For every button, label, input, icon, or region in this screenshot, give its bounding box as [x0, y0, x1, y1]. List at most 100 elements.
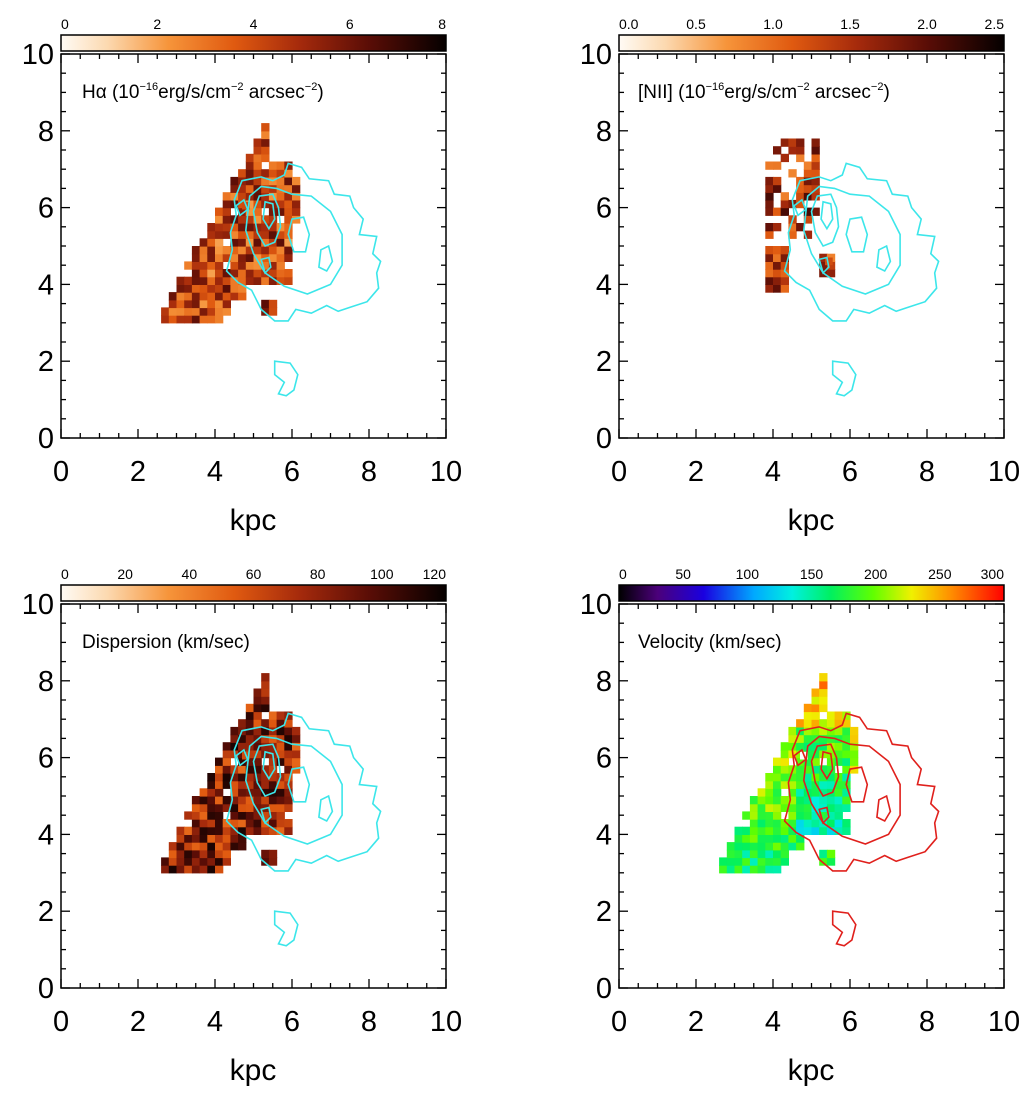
map-pixel: [268, 169, 278, 178]
colorbar-tick-label: 50: [675, 566, 691, 582]
map-pixel: [842, 726, 851, 736]
x-tick-label: 4: [765, 456, 781, 488]
map-pixel: [749, 857, 759, 866]
map-pixel: [268, 261, 278, 270]
x-tick-label: 4: [765, 1006, 781, 1038]
map-pixel: [230, 726, 239, 736]
y-tick-label: 6: [596, 193, 612, 225]
map-pixel: [796, 819, 805, 828]
map-pixel: [268, 780, 278, 789]
map-pixel: [773, 146, 782, 155]
map-pixel: [826, 780, 836, 789]
map-pixel: [245, 169, 255, 178]
map-pixel: [176, 865, 185, 874]
map-pixel: [788, 811, 797, 820]
colorbar-ticks: 0 20 40 60 80 100 120: [61, 566, 446, 582]
map-pixel: [811, 757, 820, 766]
map-pixel: [207, 238, 216, 247]
map-pixel: [811, 688, 820, 697]
map-pixel: [276, 796, 285, 805]
map-pixel: [796, 742, 805, 751]
map-pixel: [850, 734, 859, 743]
map-pixel: [222, 826, 231, 835]
map-pixel: [765, 796, 774, 805]
map-pixel: [253, 276, 262, 285]
map-pixel: [261, 703, 270, 713]
contour-level: [287, 766, 311, 803]
map-pixel: [184, 842, 193, 851]
map-pixel: [284, 819, 293, 828]
x-tick-label: 8: [361, 1006, 377, 1038]
map-pixel: [215, 849, 224, 859]
map-pixel: [199, 834, 208, 843]
y-tick-label: 8: [596, 116, 612, 148]
map-pixel: [207, 773, 216, 782]
map-pixel: [191, 834, 201, 843]
contour-level: [244, 735, 343, 845]
map-pixel: [238, 780, 247, 789]
contour-level: [876, 244, 892, 273]
map-pixel: [284, 199, 293, 209]
map-pixel: [834, 803, 843, 812]
map-pixel: [268, 849, 278, 859]
map-pixel: [253, 176, 262, 186]
map-pixel: [765, 811, 774, 820]
map-pixel: [803, 184, 813, 193]
map-pixel: [842, 773, 851, 782]
map-pixel: [284, 826, 293, 835]
map-pixel: [253, 253, 262, 262]
x-tick-label: 2: [688, 456, 704, 488]
plot-frame: [618, 53, 1005, 439]
map-pixel: [276, 749, 285, 759]
map-pixel: [245, 749, 255, 759]
map-pixel: [834, 757, 843, 766]
y-tick-label: 0: [38, 423, 54, 455]
map-pixel: [199, 857, 208, 866]
x-tick-label: 10: [988, 456, 1020, 488]
map-pixel: [276, 726, 285, 736]
colorbar: [60, 584, 447, 602]
map-pixel: [261, 192, 270, 201]
map-pixel: [245, 773, 255, 782]
map-pixel: [230, 796, 239, 805]
map-pixel: [788, 842, 797, 851]
x-tick-label: 6: [284, 456, 300, 488]
colorbar-ticks: 0 2 4 6 8: [61, 16, 446, 32]
axis-ticks: 0 2 4 6 8 10 0 2 4 6 8 10: [580, 589, 1020, 1038]
map-pixel: [811, 207, 820, 216]
map-pixel: [796, 153, 805, 163]
colorbar-tick-label: 4: [250, 16, 258, 32]
map-pixel: [765, 849, 774, 859]
map-pixel: [238, 796, 247, 805]
map-pixel: [176, 299, 185, 309]
map-pixel: [842, 757, 851, 766]
panel-label: Dispersion (km/sec): [82, 632, 250, 653]
map-pixel: [276, 161, 285, 170]
map-pixel: [176, 842, 185, 851]
map-pixel: [222, 253, 231, 262]
map-pixel: [780, 261, 789, 270]
map-pixel: [261, 153, 270, 163]
colorbar-tick-label: 150: [800, 566, 824, 582]
map-pixel: [803, 765, 813, 774]
map-pixel: [222, 773, 231, 782]
map-pixel: [276, 238, 285, 247]
map-pixel: [819, 780, 828, 789]
map-pixel: [261, 276, 270, 285]
map-pixel: [261, 726, 270, 736]
map-pixel: [284, 742, 293, 751]
map-pixel: [207, 284, 216, 293]
map-pixel: [238, 253, 247, 262]
map-pixel: [803, 711, 813, 720]
map-pixel: [811, 826, 820, 835]
colorbar-tick-label: 2.5: [985, 16, 1005, 32]
map-pixel: [238, 811, 247, 820]
map-pixel: [253, 688, 262, 697]
map-pixel: [826, 773, 836, 782]
map-pixel: [842, 803, 851, 812]
y-tick-label: 10: [22, 39, 54, 71]
map-pixel: [268, 719, 278, 728]
map-pixel: [184, 284, 193, 293]
map-pixel: [765, 246, 774, 255]
map-pixel: [268, 819, 278, 828]
